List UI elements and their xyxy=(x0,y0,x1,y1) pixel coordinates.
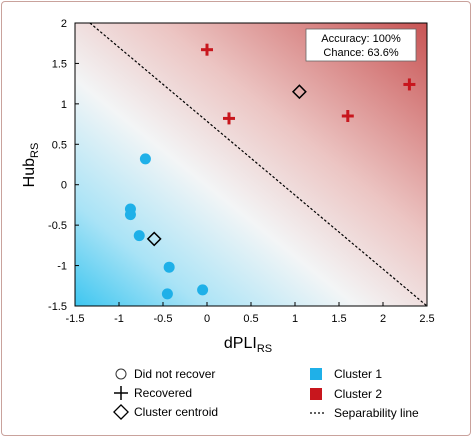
cluster-centroid xyxy=(291,84,307,100)
legend-circle-marker xyxy=(115,368,127,380)
legend-cluster1-swatch xyxy=(310,368,322,380)
svg-text:HubRS: HubRS xyxy=(21,143,41,188)
x-axis-subscript: RS xyxy=(257,343,272,355)
legend-cluster1: Cluster 1 xyxy=(334,367,382,381)
y-tick-label: -0.5 xyxy=(48,220,67,232)
x-tick-label: -0.5 xyxy=(154,313,173,325)
x-tick-label: 0 xyxy=(204,313,210,325)
cluster1-point xyxy=(139,153,151,165)
x-tick-label: 1.5 xyxy=(331,313,346,325)
accuracy-text: Accuracy: 100% xyxy=(321,33,401,45)
x-tick-label: -1 xyxy=(114,313,124,325)
legend-cluster2: Cluster 2 xyxy=(334,387,382,401)
y-tick-label: 2 xyxy=(61,18,67,30)
legend-cluster-centroid: Cluster centroid xyxy=(134,405,218,419)
chance-text: Chance: 63.6% xyxy=(323,47,398,59)
legend-did-not-recover: Did not recover xyxy=(134,367,215,381)
x-tick-label: -1.5 xyxy=(66,313,85,325)
legend-diamond-marker xyxy=(113,404,129,420)
x-axis-label: dPLI xyxy=(224,335,257,352)
y-tick-label: -1 xyxy=(57,261,67,273)
x-tick-label: 2 xyxy=(380,313,386,325)
cluster1-point xyxy=(163,261,175,273)
plot-area xyxy=(75,23,427,306)
legend: Did not recover Recovered Cluster centro… xyxy=(113,367,419,420)
y-tick-label: 0 xyxy=(61,180,67,192)
cluster2-point xyxy=(201,43,213,56)
x-axis-title: dPLIRS xyxy=(224,335,272,355)
x-tick-label: 2.5 xyxy=(419,313,434,325)
y-tick-label: 0.5 xyxy=(52,139,67,151)
y-axis-subscript: RS xyxy=(29,143,41,158)
svg-text:dPLIRS: dPLIRS xyxy=(224,335,272,355)
data-marks xyxy=(124,43,416,300)
separability-line-path xyxy=(89,22,428,307)
plot-background xyxy=(75,23,427,306)
x-tick-label: 1 xyxy=(292,313,298,325)
cluster2-point xyxy=(223,112,235,125)
y-axis-title: HubRS xyxy=(21,143,41,188)
cluster1-point xyxy=(161,288,173,300)
cluster1-point xyxy=(133,230,145,242)
axes: -1.5 -1 -0.5 0 0.5 1 1.5 2 2.5 -1.5 -1 -0.5 0 0.5 1 1.5… xyxy=(48,18,435,325)
legend-plus-marker xyxy=(114,386,128,400)
separability-line xyxy=(89,22,428,307)
annotation-box: Accuracy: 100% Chance: 63.6% xyxy=(305,28,417,62)
legend-separability: Separability line xyxy=(334,406,419,420)
legend-cluster2-swatch xyxy=(310,388,322,400)
cluster1-point xyxy=(124,209,136,221)
cluster2-point xyxy=(403,78,416,91)
cluster-centroid xyxy=(146,231,162,247)
cluster1-point xyxy=(197,284,209,296)
x-tick-label: 0.5 xyxy=(243,313,258,325)
y-tick-label: -1.5 xyxy=(48,301,67,313)
y-tick-label: 1 xyxy=(61,99,67,111)
legend-recovered: Recovered xyxy=(134,386,192,400)
cluster2-point xyxy=(341,109,354,122)
y-tick-label: 1.5 xyxy=(52,58,67,70)
y-axis-label: Hub xyxy=(21,158,38,187)
